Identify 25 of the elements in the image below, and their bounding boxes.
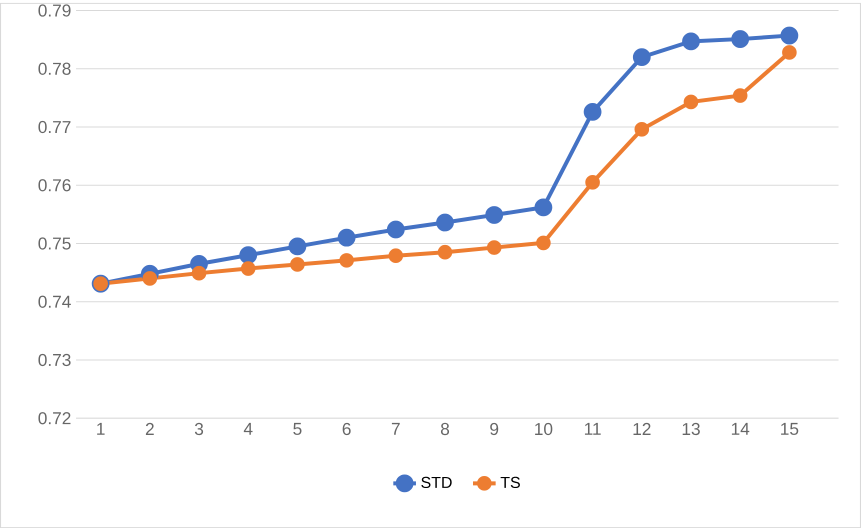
y-tick-label: 0.75 [38, 237, 71, 250]
x-tick-label: 2 [146, 422, 154, 435]
x-tick-label: 4 [244, 422, 253, 435]
x-tick-label: 13 [682, 422, 700, 436]
y-tick-label: 0.73 [38, 354, 71, 366]
y-tick-label: 0.78 [38, 62, 71, 75]
legend-label: TS [500, 476, 520, 488]
y-tick-label: 0.72 [38, 412, 70, 424]
x-tick-label: 5 [293, 422, 302, 435]
x-tick-label: 9 [490, 422, 498, 436]
y-tick-label: 0.76 [38, 179, 71, 192]
y-tick-label: 0.79 [38, 4, 71, 17]
x-tick-label: 1 [97, 422, 105, 435]
y-tick-label: 0.77 [38, 120, 70, 134]
x-tick-label: 11 [584, 422, 601, 435]
x-tick-label: 7 [392, 422, 400, 435]
legend-label: STD [421, 476, 452, 488]
x-tick-label: 15 [781, 422, 798, 435]
x-tick-label: 8 [440, 422, 450, 436]
y-tick-label: 0.74 [38, 296, 71, 308]
x-tick-label: 14 [732, 422, 750, 435]
x-tick-label: 12 [634, 422, 651, 435]
x-tick-label: 10 [535, 422, 552, 436]
x-tick-label: 6 [342, 422, 351, 436]
x-tick-label: 3 [194, 422, 204, 436]
